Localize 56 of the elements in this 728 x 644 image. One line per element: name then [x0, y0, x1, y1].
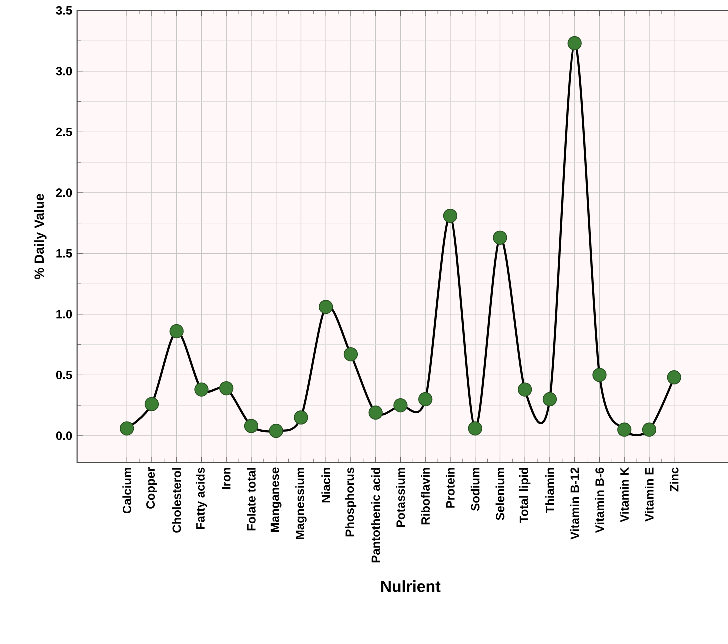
point	[269, 424, 284, 438]
x-tick-label: Potassium	[396, 468, 406, 528]
y-tick-label: 2.5	[56, 128, 72, 136]
point	[194, 382, 209, 397]
y-tick-label: 3.5	[56, 6, 72, 15]
point	[518, 382, 532, 397]
x-tick-label: Copper	[146, 468, 158, 509]
x-tick-label: Vitamin K	[620, 468, 630, 522]
point	[592, 368, 607, 382]
x-tick-label: Iron	[222, 468, 231, 490]
point	[170, 324, 184, 339]
point	[220, 381, 234, 396]
point	[144, 397, 160, 412]
x-tick-label: Vitamin B-12	[570, 468, 580, 540]
x-axis-title: Nulrient	[382, 580, 441, 592]
x-tick-label: Cholesterol	[172, 468, 182, 533]
x-tick-label: Zinc	[670, 468, 679, 492]
point	[294, 410, 308, 425]
x-tick-label: Riboflavin	[421, 468, 430, 525]
x-tick-label: Protein	[446, 468, 455, 508]
x-tick-label: Fatty acids	[196, 468, 208, 530]
x-tick-label: Calcium	[122, 468, 132, 514]
point	[667, 370, 682, 385]
x-tick-label: Total lipid	[520, 468, 531, 524]
x-tick-label: Vitamin E	[645, 468, 654, 522]
x-tick-label: Folate total	[247, 468, 256, 531]
y-axis-title: % Daily Value	[34, 194, 47, 280]
x-tick-label: Manganese	[270, 468, 282, 532]
x-tick-label: Niacin	[322, 468, 331, 503]
point	[344, 347, 358, 362]
point	[542, 392, 558, 407]
point	[443, 208, 458, 224]
point	[568, 36, 582, 51]
y-tick-label: 0.0	[56, 432, 72, 440]
y-tick-label: 3.0	[56, 67, 72, 76]
point	[493, 230, 508, 245]
y-tick-label: 1.5	[56, 249, 72, 258]
x-tick-label: Magnessium	[296, 468, 307, 540]
point	[642, 422, 657, 437]
x-tick-label: Sodium	[470, 468, 480, 512]
point	[468, 422, 482, 436]
point	[120, 422, 134, 436]
x-tick-label: Vitamin B-6	[595, 468, 604, 534]
y-tick-label: 2.0	[56, 188, 72, 198]
x-tick-label: Thiamin	[546, 468, 554, 514]
x-tick-label: Selenium	[496, 468, 505, 520]
point	[244, 419, 259, 434]
point	[368, 406, 383, 420]
y-tick-label: 1.0	[56, 310, 72, 319]
point	[418, 392, 433, 407]
point	[618, 422, 632, 437]
x-tick-label: Phosphorus	[345, 468, 357, 537]
y-tick-label: 0.5	[56, 370, 72, 380]
x-tick-label: Pantothenic acid	[371, 468, 380, 563]
point	[319, 300, 334, 314]
point	[394, 398, 408, 413]
